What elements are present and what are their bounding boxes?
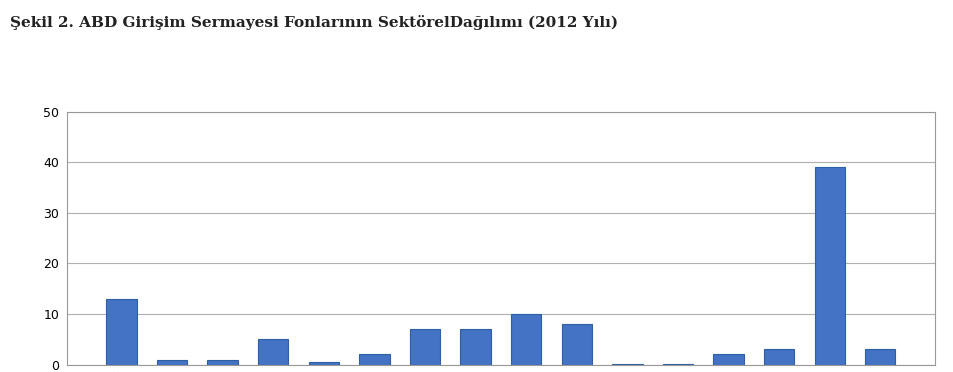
Bar xyxy=(308,362,338,365)
Bar xyxy=(156,359,187,365)
Bar xyxy=(662,364,693,365)
Text: Şekil 2. ABD Girişim Sermayesi Fonlarının SektörelDağılımı (2012 Yılı): Şekil 2. ABD Girişim Sermayesi Fonlarını… xyxy=(10,15,617,30)
Bar xyxy=(763,349,794,365)
Bar xyxy=(207,359,237,365)
Bar xyxy=(713,355,743,365)
Bar xyxy=(561,324,591,365)
Bar xyxy=(410,329,439,365)
Bar xyxy=(864,349,895,365)
Bar xyxy=(612,364,641,365)
Bar xyxy=(359,355,389,365)
Bar xyxy=(257,339,288,365)
Bar xyxy=(814,167,844,365)
Bar xyxy=(106,299,136,365)
Bar xyxy=(460,329,490,365)
Bar xyxy=(511,314,540,365)
